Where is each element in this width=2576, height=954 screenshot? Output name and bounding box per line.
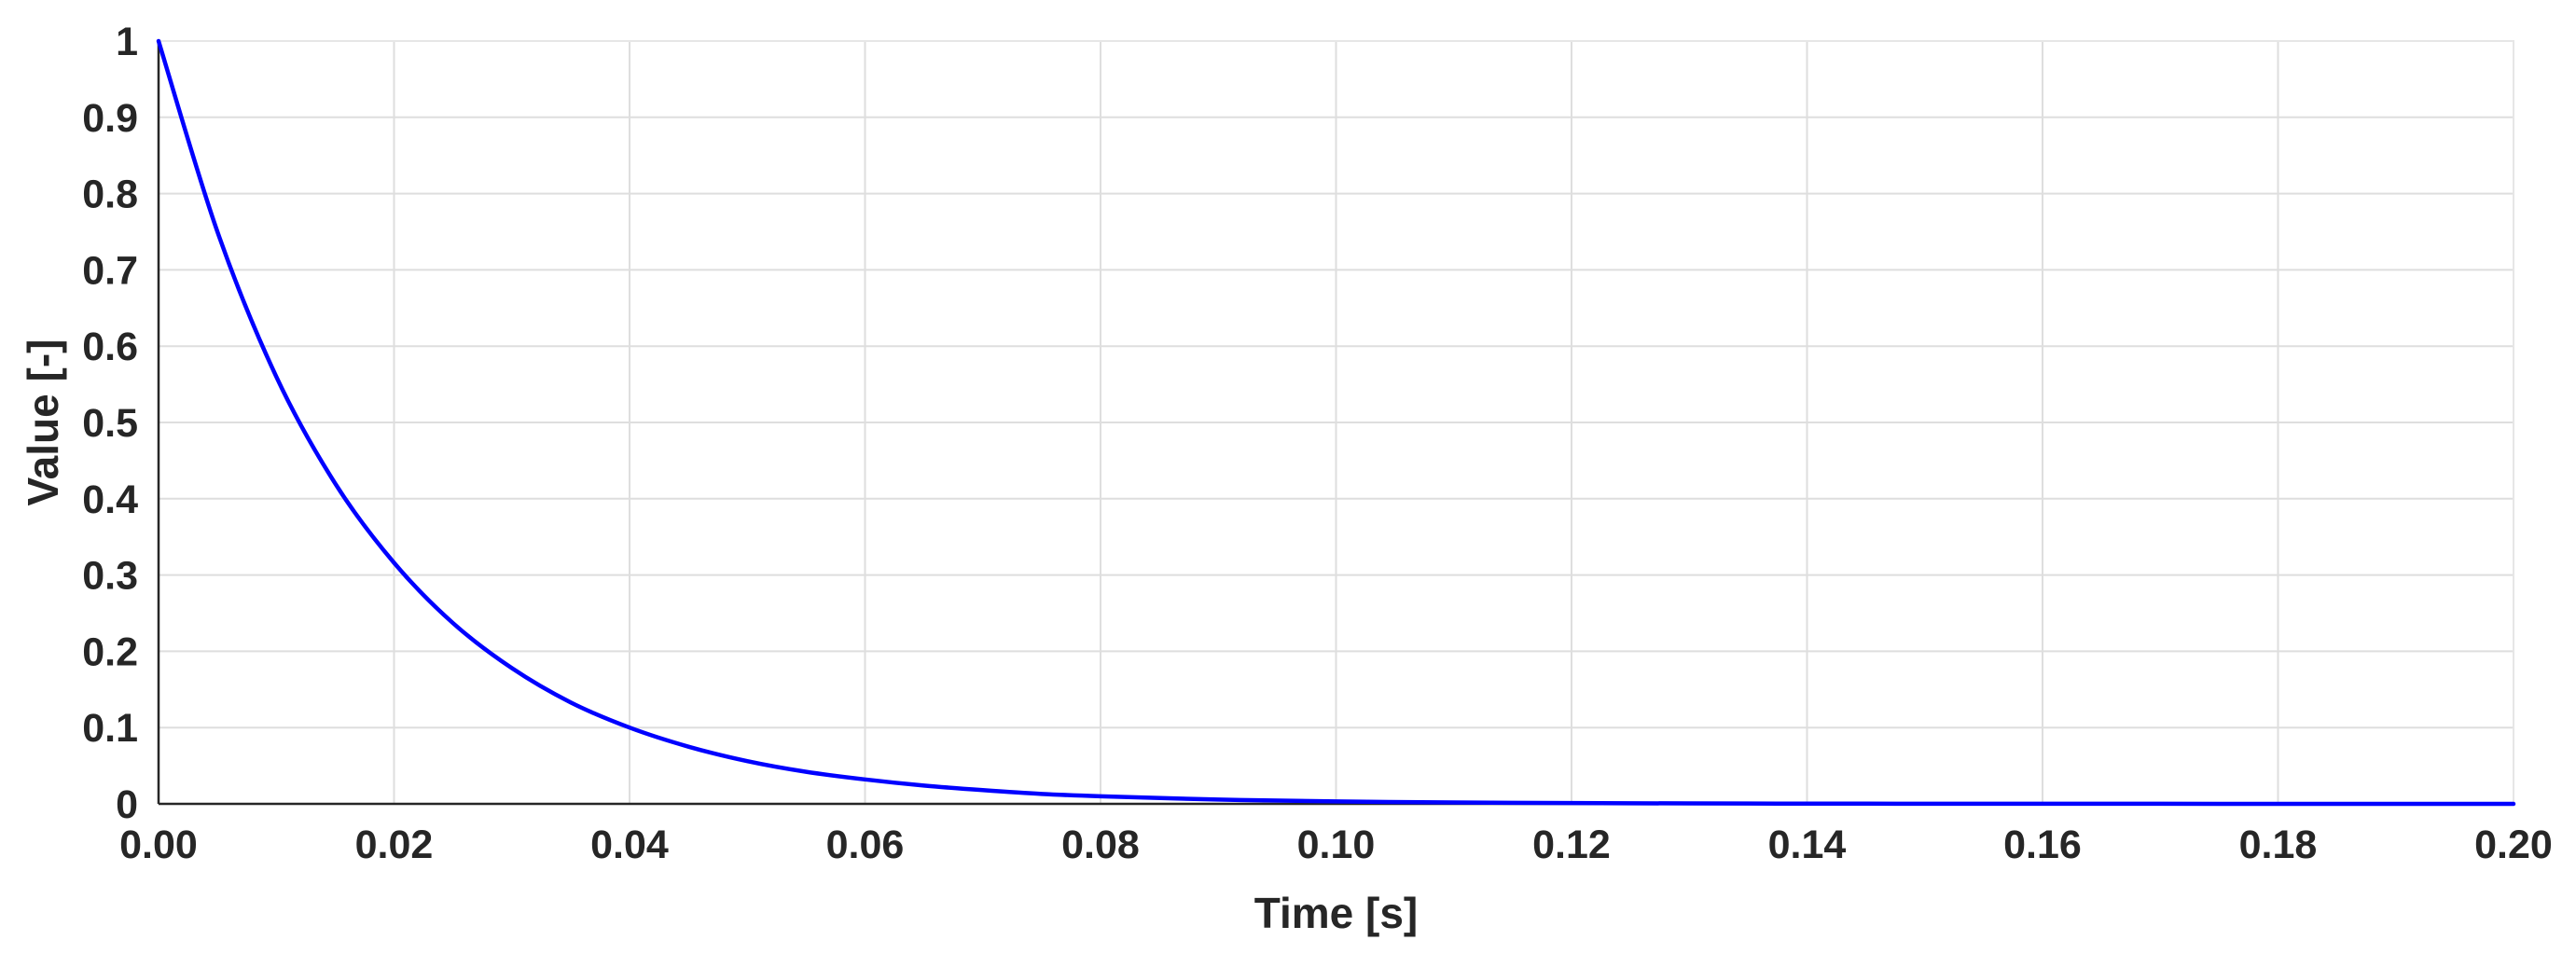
- y-tick-label: 0.4: [82, 477, 138, 522]
- y-axis-label: Value [-]: [19, 339, 67, 506]
- x-tick-label: 0.00: [119, 823, 198, 867]
- x-tick-label: 0.04: [590, 823, 669, 867]
- x-axis-ticks: 0.00 0.02 0.04 0.06 0.08 0.10 0.12 0.14 0.16 0.18…: [119, 823, 2553, 867]
- x-tick-label: 0.06: [826, 823, 905, 867]
- x-tick-label: 0.10: [1297, 823, 1376, 867]
- y-tick-label: 0.2: [82, 629, 138, 674]
- series-line-0: [156, 38, 2516, 807]
- y-tick-label: 0.3: [82, 554, 138, 599]
- x-tick-label: 0.08: [1061, 823, 1140, 867]
- x-tick-label: 0.14: [1768, 823, 1847, 867]
- x-tick-label: 0.02: [355, 823, 434, 867]
- x-tick-label: 0.16: [2003, 823, 2082, 867]
- y-tick-label: 0.8: [82, 173, 138, 217]
- x-axis-label: Time [s]: [1254, 889, 1419, 937]
- x-tick-label: 0.12: [1532, 823, 1611, 867]
- y-tick-label: 0.6: [82, 325, 138, 369]
- x-tick-label: 0.20: [2474, 823, 2553, 867]
- y-axis-ticks: 0 0.1 0.2 0.3 0.4 0.5 0.6 0.7 0.8 0.9 1: [82, 20, 138, 827]
- y-tick-label: 0.7: [82, 248, 138, 293]
- x-tick-label: 0.18: [2239, 823, 2318, 867]
- y-tick-label: 0.9: [82, 96, 138, 141]
- y-tick-label: 0.1: [82, 706, 138, 751]
- y-tick-label: 1: [116, 20, 138, 64]
- y-tick-label: 0.5: [82, 401, 138, 446]
- grid: [158, 40, 2514, 805]
- y-tick-label: 0: [116, 782, 138, 827]
- series-lines: [156, 38, 2516, 807]
